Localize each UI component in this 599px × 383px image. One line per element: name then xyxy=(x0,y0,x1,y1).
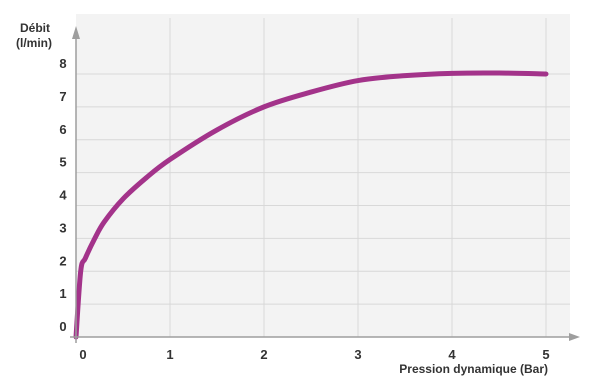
y-tick-label: 5 xyxy=(59,155,66,170)
y-tick-label: 1 xyxy=(59,286,66,301)
plot-background xyxy=(76,14,570,337)
y-axis-title-line2: (l/min) xyxy=(16,36,52,50)
y-tick-label: 7 xyxy=(59,89,66,104)
x-axis-title: Pression dynamique (Bar) xyxy=(399,362,548,376)
x-tick-label: 2 xyxy=(260,347,267,362)
x-tick-label: 5 xyxy=(542,347,549,362)
x-tick-label: 1 xyxy=(166,347,173,362)
y-axis-title-line1: Débit xyxy=(20,21,50,35)
x-tick-label: 3 xyxy=(354,347,361,362)
y-tick-label: 0 xyxy=(59,319,66,334)
series-line-flow xyxy=(73,70,549,340)
y-tick-label: 4 xyxy=(59,188,67,203)
x-tick-label: 0 xyxy=(79,347,86,362)
y-tick-labels: 0 1 2 3 4 5 6 7 8 xyxy=(59,56,67,334)
y-tick-label: 6 xyxy=(59,122,66,137)
y-axis-arrow-icon xyxy=(72,26,80,39)
y-tick-label: 8 xyxy=(59,56,66,71)
x-tick-label: 4 xyxy=(448,347,456,362)
y-tick-label: 3 xyxy=(59,220,66,235)
x-axis-arrow-icon xyxy=(569,333,580,341)
y-tick-label: 2 xyxy=(59,253,66,268)
x-tick-labels: 0 1 2 3 4 5 xyxy=(79,347,549,362)
grid xyxy=(76,18,570,337)
